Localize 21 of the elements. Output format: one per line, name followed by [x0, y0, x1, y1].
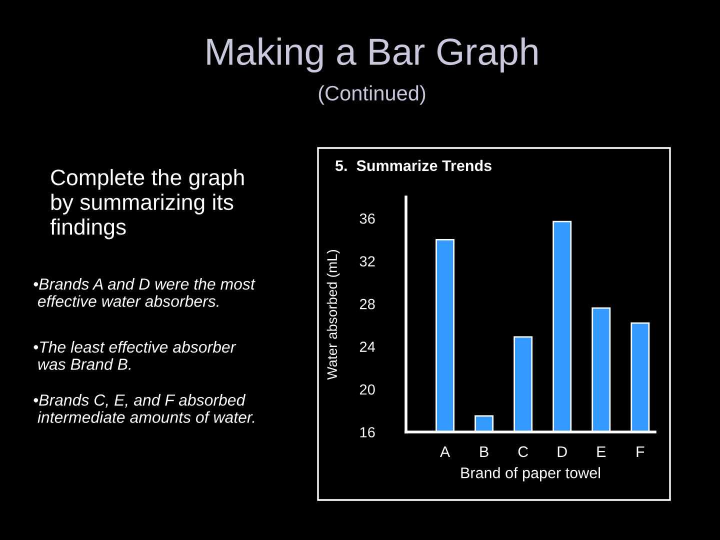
- y-tick-label: 32: [360, 256, 375, 267]
- y-tick-label: 36: [360, 213, 375, 224]
- chart-subtitle: (Continued): [318, 85, 426, 105]
- text: •Brands C, E, and F absorbed intermediate amounts of water.: [34, 394, 254, 423]
- y-tick-label: 28: [360, 298, 375, 310]
- text: 5. Summarize Trends: [335, 160, 492, 172]
- x-axis-title: Brand of paper towel: [461, 467, 600, 482]
- x-tick-label: A: [440, 446, 450, 457]
- y-axis-title: Water absorbed (mL): [326, 250, 340, 380]
- x-tick-label: C: [518, 446, 528, 458]
- text: Complete the graph by summarizing its findings: [50, 169, 244, 240]
- text: •Brands A and D were the most effective water absorbers.: [34, 278, 256, 307]
- x-tick-label: D: [558, 446, 567, 457]
- y-tick-label: 20: [360, 384, 375, 395]
- chart-title: Making a Bar Graph: [207, 38, 538, 72]
- x-tick-label: E: [597, 446, 606, 457]
- y-tick-label: 16: [360, 427, 375, 438]
- x-tick-label: F: [636, 446, 644, 457]
- text: •The least effective absorber was Brand B.: [34, 341, 236, 370]
- y-tick-label: 24: [360, 342, 376, 352]
- x-tick-label: B: [480, 446, 488, 457]
